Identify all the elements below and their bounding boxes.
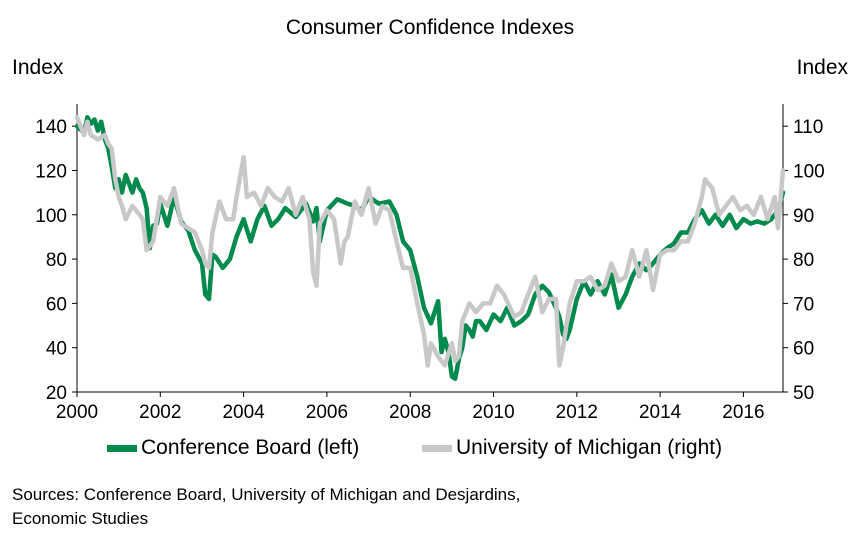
chart-series bbox=[74, 115, 786, 381]
x-tick-label: 2016 bbox=[722, 402, 764, 423]
source-line-2: Economic Studies bbox=[12, 509, 149, 528]
source-line-1: Sources: Conference Board, University of… bbox=[12, 485, 521, 504]
right-axis-unit-label: Index bbox=[796, 56, 848, 79]
chart-axes: 20 40 60 80 100 120 140 50 60 70 80 90 100 110 2000 200… bbox=[35, 104, 825, 423]
x-tick-label: 2008 bbox=[389, 402, 431, 423]
right-y-tick-label: 100 bbox=[793, 161, 825, 182]
left-y-tick-label: 140 bbox=[35, 117, 67, 138]
x-tick-label: 2012 bbox=[556, 402, 598, 423]
left-y-tick-label: 80 bbox=[46, 250, 67, 271]
left-y-tick-label: 40 bbox=[46, 339, 67, 360]
legend-item-university-of-michigan: University of Michigan (right) bbox=[422, 436, 722, 460]
x-tick-label: 2004 bbox=[222, 402, 265, 423]
right-y-tick-label: 50 bbox=[793, 383, 814, 404]
legend-swatch-university-of-michigan bbox=[422, 444, 452, 452]
left-y-tick-label: 20 bbox=[46, 383, 67, 404]
left-y-tick-label: 60 bbox=[46, 294, 67, 315]
left-axis-unit-label: Index bbox=[12, 56, 64, 79]
legend-label-conference-board: Conference Board (left) bbox=[141, 436, 360, 459]
legend-label-university-of-michigan: University of Michigan (right) bbox=[456, 436, 723, 459]
right-y-tick-label: 70 bbox=[793, 294, 814, 315]
right-y-tick-label: 80 bbox=[793, 250, 814, 271]
source-note: Sources: Conference Board, University of… bbox=[12, 483, 712, 531]
series-line-university-of-michigan bbox=[74, 115, 786, 368]
x-tick-label: 2010 bbox=[472, 402, 514, 423]
left-y-tick-label: 120 bbox=[35, 161, 67, 182]
right-y-tick-label: 60 bbox=[793, 339, 814, 360]
x-tick-label: 2006 bbox=[306, 402, 348, 423]
right-y-tick-label: 110 bbox=[793, 117, 823, 138]
x-tick-label: 2002 bbox=[139, 402, 181, 423]
left-y-tick-label: 100 bbox=[35, 206, 67, 227]
chart-plot: 20 40 60 80 100 120 140 50 60 70 80 90 100 110 2000 200… bbox=[35, 104, 825, 423]
chart-title: Consumer Confidence Indexes bbox=[285, 16, 575, 39]
x-tick-label: 2000 bbox=[56, 402, 98, 423]
right-y-tick-label: 90 bbox=[793, 206, 814, 227]
x-tick-label: 2014 bbox=[639, 402, 682, 423]
legend-item-conference-board: Conference Board (left) bbox=[107, 436, 359, 460]
chart-legend: Conference Board (left) University of Mi… bbox=[0, 436, 860, 466]
legend-swatch-conference-board bbox=[107, 444, 137, 452]
